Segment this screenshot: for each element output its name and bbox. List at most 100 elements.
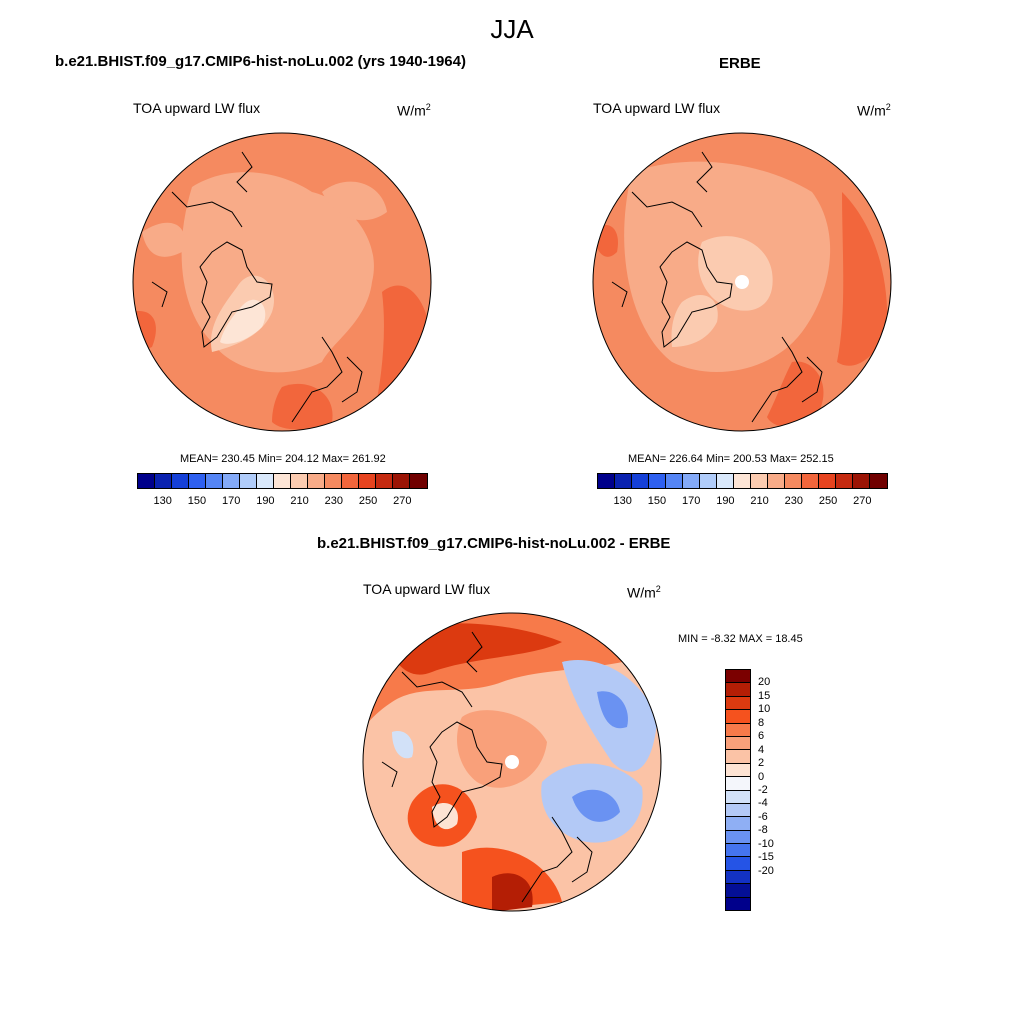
- colorbar-swatch: [726, 750, 750, 764]
- colorbar-swatch: [726, 736, 750, 751]
- colorbar-tick-label: 210: [290, 495, 309, 507]
- colorbar-swatch: [223, 474, 240, 488]
- colorbar-tick-label: 250: [818, 495, 838, 507]
- colorbar-tick-label: 130: [613, 495, 632, 507]
- colorbar-tick-label: -8: [758, 824, 768, 837]
- colorbar-tick-label: 230: [324, 495, 344, 507]
- colorbar-swatch: [726, 790, 750, 804]
- panel-1-title: b.e21.BHIST.f09_g17.CMIP6-hist-noLu.002 …: [55, 53, 466, 70]
- colorbar-swatch: [410, 474, 427, 488]
- colorbar-swatch: [726, 857, 750, 871]
- panel-2-colorbar: [597, 473, 888, 489]
- colorbar-swatch: [726, 670, 750, 684]
- colorbar-swatch: [726, 870, 750, 885]
- panel-2-unit-label: W/m2: [857, 102, 891, 119]
- colorbar-tick-label: -10: [758, 837, 774, 850]
- panel-1-stats: MEAN= 230.45 Min= 204.12 Max= 261.92: [180, 453, 386, 465]
- colorbar-swatch: [726, 763, 750, 778]
- colorbar-tick-label: -2: [758, 784, 768, 796]
- colorbar-swatch: [726, 696, 750, 711]
- panel-3-stats: MIN = -8.32 MAX = 18.45: [678, 633, 803, 645]
- colorbar-tick-label: 0: [758, 770, 765, 783]
- colorbar-tick-label: 20: [758, 676, 771, 689]
- colorbar-tick-label: 6: [758, 730, 765, 743]
- colorbar-swatch: [342, 474, 359, 488]
- panel-2-title: ERBE: [719, 55, 761, 72]
- colorbar-swatch: [726, 723, 750, 737]
- figure-title: JJA: [490, 14, 534, 44]
- colorbar-swatch: [726, 817, 750, 831]
- colorbar-swatch: [325, 474, 342, 488]
- colorbar-swatch: [726, 830, 750, 845]
- colorbar-swatch: [836, 474, 853, 488]
- panel-3-polar-map: [362, 612, 662, 912]
- colorbar-tick-label: -15: [758, 851, 774, 864]
- panel-1-unit-label: W/m2: [397, 102, 431, 119]
- colorbar-swatch: [257, 474, 274, 488]
- panel-3-variable-label: TOA upward LW flux: [363, 581, 491, 597]
- colorbar-swatch: [291, 474, 308, 488]
- colorbar-swatch: [240, 474, 257, 488]
- colorbar-tick-label: 270: [393, 495, 412, 507]
- colorbar-tick-label: 190: [256, 495, 275, 507]
- colorbar-swatch: [359, 474, 376, 488]
- colorbar-swatch: [666, 474, 683, 488]
- colorbar-tick-label: -20: [758, 864, 774, 877]
- colorbar-swatch: [598, 474, 615, 488]
- colorbar-tick-label: 150: [647, 495, 667, 507]
- panel-2-polar-map: [592, 132, 892, 432]
- colorbar-tick-label: 190: [716, 495, 735, 507]
- colorbar-swatch: [274, 474, 291, 488]
- colorbar-swatch: [726, 777, 750, 791]
- colorbar-tick-label: 10: [758, 703, 771, 716]
- colorbar-swatch: [726, 710, 750, 724]
- colorbar-swatch: [172, 474, 189, 488]
- colorbar-swatch: [870, 474, 887, 488]
- colorbar-tick-label: -6: [758, 810, 768, 823]
- colorbar-tick-label: 170: [221, 495, 241, 507]
- colorbar-swatch: [726, 897, 750, 911]
- colorbar-swatch: [717, 474, 734, 488]
- colorbar-tick-label: 8: [758, 716, 765, 729]
- panel-3-title: b.e21.BHIST.f09_g17.CMIP6-hist-noLu.002 …: [317, 535, 671, 552]
- colorbar-swatch: [768, 474, 785, 488]
- colorbar-swatch: [726, 884, 750, 898]
- colorbar-swatch: [802, 474, 819, 488]
- colorbar-tick-label: -4: [758, 797, 768, 810]
- colorbar-swatch: [155, 474, 172, 488]
- panel-3-colorbar: [725, 669, 751, 911]
- colorbar-swatch: [308, 474, 325, 488]
- colorbar-tick-label: 130: [153, 495, 172, 507]
- colorbar-swatch: [734, 474, 751, 488]
- colorbar-swatch: [393, 474, 410, 488]
- panel-2-stats: MEAN= 226.64 Min= 200.53 Max= 252.15: [628, 453, 834, 465]
- panel-1-polar-map: [132, 132, 432, 432]
- colorbar-swatch: [853, 474, 870, 488]
- colorbar-tick-label: 150: [187, 495, 207, 507]
- colorbar-swatch: [189, 474, 206, 488]
- colorbar-swatch: [819, 474, 836, 488]
- colorbar-swatch: [726, 844, 750, 858]
- colorbar-swatch: [683, 474, 700, 488]
- colorbar-tick-label: 4: [758, 743, 765, 756]
- colorbar-swatch: [376, 474, 393, 488]
- colorbar-tick-label: 15: [758, 689, 771, 702]
- panel-2-variable-label: TOA upward LW flux: [593, 100, 721, 116]
- panel-1-variable-label: TOA upward LW flux: [133, 100, 261, 116]
- colorbar-swatch: [785, 474, 802, 488]
- colorbar-swatch: [726, 683, 750, 697]
- panel-3-unit-label: W/m2: [627, 584, 661, 601]
- colorbar-tick-label: 170: [681, 495, 701, 507]
- colorbar-swatch: [206, 474, 223, 488]
- colorbar-swatch: [751, 474, 768, 488]
- colorbar-tick-label: 270: [853, 495, 872, 507]
- colorbar-tick-label: 250: [358, 495, 378, 507]
- colorbar-tick-label: 230: [784, 495, 804, 507]
- colorbar-swatch: [632, 474, 649, 488]
- colorbar-swatch: [726, 803, 750, 818]
- colorbar-swatch: [700, 474, 717, 488]
- colorbar-swatch: [649, 474, 666, 488]
- colorbar-tick-label: 2: [758, 757, 765, 770]
- colorbar-tick-label: 210: [750, 495, 769, 507]
- panel-1-colorbar: [137, 473, 428, 489]
